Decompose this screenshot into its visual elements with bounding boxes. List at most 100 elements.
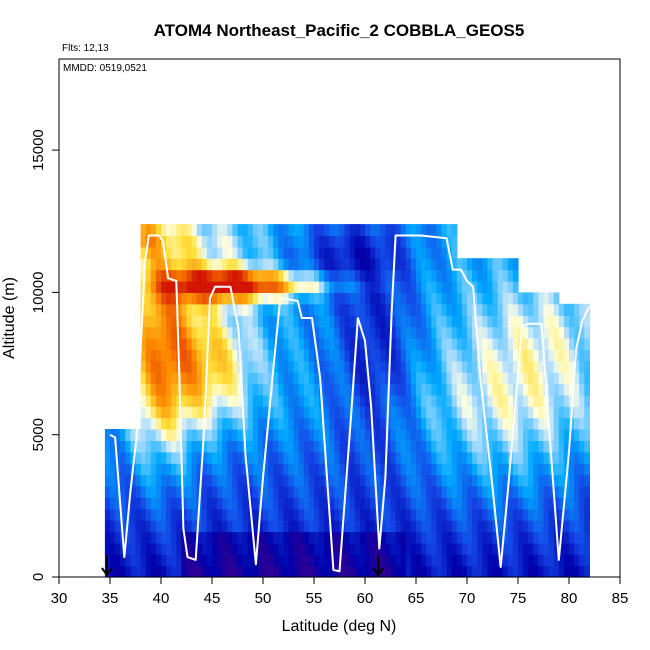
heatmap-cell [308,417,315,430]
heatmap-cell [217,326,223,339]
heatmap-cell [263,383,269,396]
heatmap-cell [451,451,458,464]
heatmap-cell [365,474,371,487]
heatmap-cell [227,326,233,339]
heatmap-cell [242,258,249,271]
heatmap-cell [426,520,432,533]
heatmap-cell [319,417,325,430]
heatmap-cell [579,485,585,498]
heatmap-cell [104,429,111,441]
heatmap-cell [390,246,397,259]
heatmap-cell [431,508,437,521]
heatmap-cell [349,440,356,453]
heatmap-cell [528,520,534,533]
heatmap-cell [242,394,249,407]
heatmap-cell [191,360,198,373]
heatmap-cell [528,337,534,350]
heatmap-cell [533,429,539,441]
heatmap-cell [298,417,305,430]
heatmap-cell [288,565,295,578]
heatmap-cell [436,531,443,544]
heatmap-cell [334,406,341,419]
heatmap-cell [380,554,386,567]
heatmap-cell [395,383,402,396]
heatmap-cell [497,463,504,476]
heatmap-cell [446,383,453,396]
heatmap-cell [441,269,448,282]
heatmap-cell [426,429,432,441]
heatmap-cell [584,554,590,567]
heatmap-cell [191,292,198,305]
heatmap-cell [140,383,147,396]
heatmap-cell [405,383,412,396]
heatmap-cell [150,224,157,237]
heatmap-cell [543,531,550,544]
heatmap-cell [451,440,458,453]
heatmap-cell [359,303,366,316]
heatmap-cell [252,246,259,259]
heatmap-cell [303,349,310,362]
heatmap-cell [482,303,488,316]
heatmap-cell [217,394,223,407]
heatmap-cell [273,463,279,476]
heatmap-cell [375,451,381,464]
heatmap-cell [533,337,539,350]
heatmap-cell [451,360,458,373]
heatmap-cell [176,235,182,248]
heatmap-cell [273,542,279,555]
heatmap-cell [390,406,397,419]
heatmap-cell [176,554,182,567]
heatmap-cell [400,520,407,533]
heatmap-cell [426,326,432,339]
heatmap-cell [115,440,121,453]
heatmap-cell [120,440,126,453]
heatmap-cell [196,326,203,339]
heatmap-cell [563,520,570,533]
heatmap-cell [283,440,290,453]
heatmap-cell [528,326,534,339]
heatmap-cell [257,554,264,567]
heatmap-cell [227,485,233,498]
heatmap-cell [166,542,172,555]
heatmap-cell [166,440,172,453]
heatmap-cell [303,474,310,487]
heatmap-cell [196,303,203,316]
heatmap-cell [569,485,575,498]
heatmap-cell [538,485,545,498]
heatmap-cell [487,258,494,271]
heatmap-cell [237,440,244,453]
heatmap-cell [528,303,534,316]
heatmap-cell [421,326,427,339]
heatmap-cell [247,326,254,339]
heatmap-cell [191,474,198,487]
heatmap-cell [247,463,254,476]
heatmap-cell [110,497,116,510]
heatmap-cell [507,417,514,430]
heatmap-cell [283,337,290,350]
heatmap-cell [268,474,274,487]
heatmap-cell [288,315,295,328]
heatmap-cell [553,337,560,350]
heatmap-cell [365,508,371,521]
heatmap-cell [196,360,203,373]
heatmap-cell [461,315,468,328]
heatmap-cell [247,554,254,567]
heatmap-cell [518,474,524,487]
y-axis-label: Altitude (m) [1,277,18,359]
heatmap-cell [416,531,422,544]
heatmap-cell [227,451,233,464]
heatmap-cell [528,292,534,305]
heatmap-cell [528,463,534,476]
heatmap-cell [115,508,121,521]
heatmap-cell [441,463,448,476]
heatmap-cell [538,440,545,453]
heatmap-cell [344,508,351,521]
heatmap-cell [293,531,300,544]
heatmap-cell [212,349,218,362]
heatmap-cell [558,440,565,453]
heatmap-cell [191,337,198,350]
heatmap-cell [502,474,509,487]
heatmap-cell [563,326,570,339]
heatmap-cell [431,531,437,544]
